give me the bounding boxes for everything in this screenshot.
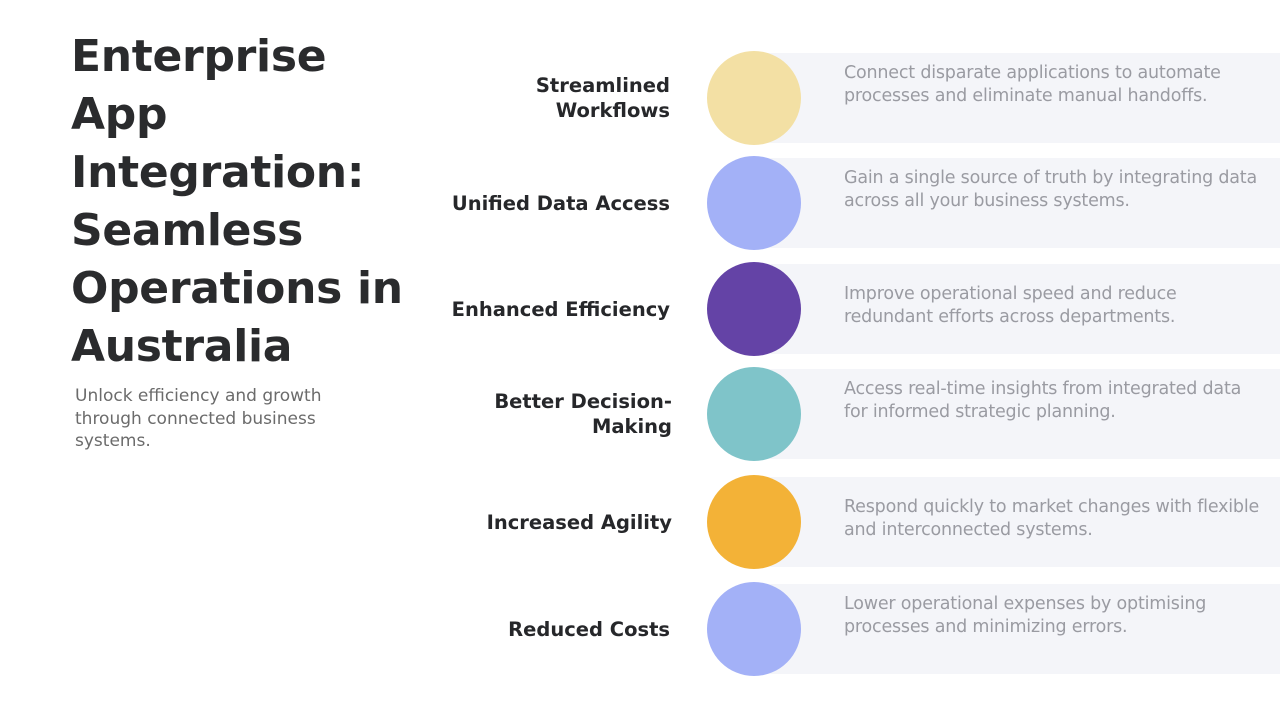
benefit-circle — [707, 156, 801, 250]
benefit-row-background — [754, 369, 1280, 459]
benefit-row-background — [754, 158, 1280, 248]
benefit-row-background — [754, 477, 1280, 567]
benefit-row: Unified Data Access Gain a single source… — [0, 155, 1280, 251]
benefit-row: Reduced Costs Lower operational expenses… — [0, 581, 1280, 677]
benefit-row: Increased Agility Respond quickly to mar… — [0, 474, 1280, 570]
benefit-description: Gain a single source of truth by integra… — [844, 168, 1257, 211]
benefit-row: Better Decision-Making Access real-time … — [0, 366, 1280, 462]
benefit-description: Respond quickly to market changes with f… — [844, 497, 1260, 540]
benefit-row-background — [754, 53, 1280, 143]
benefit-description: Connect disparate applications to automa… — [844, 63, 1221, 106]
benefit-row-background — [754, 584, 1280, 674]
benefit-label: Streamlined Workflows — [535, 74, 670, 122]
benefit-circle — [707, 262, 801, 356]
benefit-circle — [707, 582, 801, 676]
benefit-label: Reduced Costs — [508, 617, 670, 641]
benefit-label: Increased Agility — [486, 510, 672, 534]
benefit-row: Enhanced Efficiency Improve operational … — [0, 261, 1280, 357]
benefit-label: Enhanced Efficiency — [451, 297, 670, 321]
benefit-description: Lower operational expenses by optimising… — [844, 594, 1207, 637]
benefit-description: Access real-time insights from integrate… — [844, 379, 1242, 422]
benefit-row: Streamlined Workflows Connect disparate … — [0, 50, 1280, 146]
page-subtitle: Unlock efficiency and growth through con… — [75, 386, 322, 451]
benefit-row-background — [754, 264, 1280, 354]
benefit-circle — [707, 51, 801, 145]
benefit-circle — [707, 367, 801, 461]
benefit-circle — [707, 475, 801, 569]
benefit-label: Unified Data Access — [451, 191, 670, 215]
page-title: Enterprise App Integration: Seamless Ope… — [71, 31, 403, 372]
benefit-description: Improve operational speed and reduce red… — [844, 284, 1177, 327]
benefit-label: Better Decision-Making — [494, 390, 672, 438]
